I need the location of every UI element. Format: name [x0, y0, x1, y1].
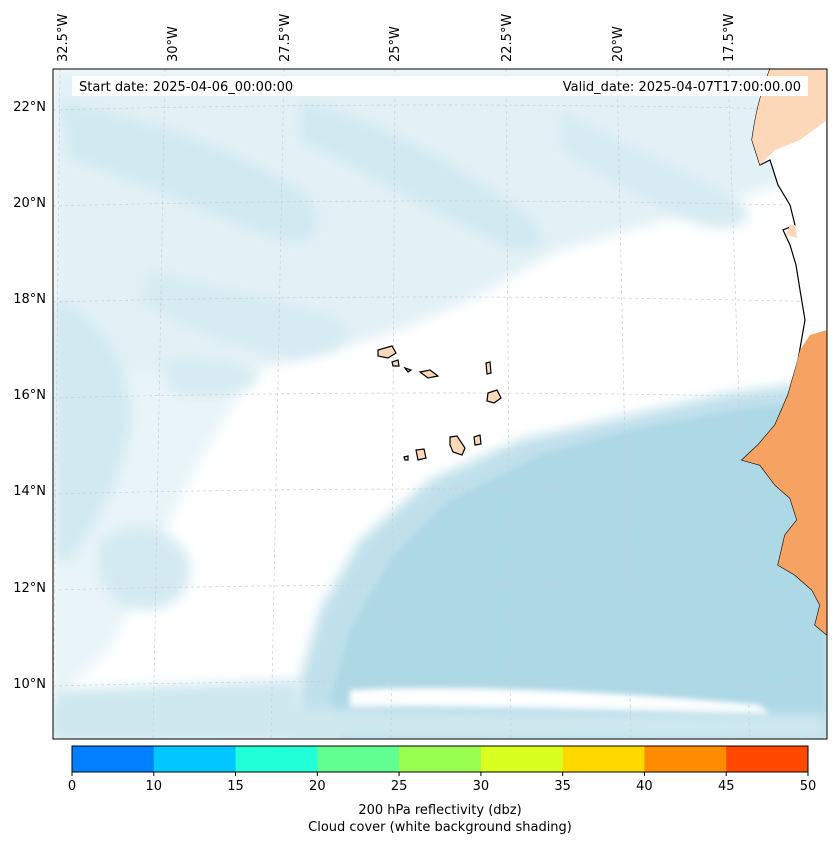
graticule [53, 69, 827, 739]
cape-verde-islands [377, 345, 502, 461]
colorbar-frame [71, 745, 809, 773]
colorbar-tick-label: 0 [68, 779, 76, 794]
colorbar-tick-label: 10 [146, 779, 163, 794]
colorbar-tick-label: 15 [227, 779, 244, 794]
santo-antao-island [377, 345, 397, 359]
start-date-label: Start date: 2025-04-06_00:00:00 [79, 80, 293, 95]
colorbar-segment [644, 746, 727, 772]
colorbar-segment [153, 746, 236, 772]
colorbar-segment [399, 746, 482, 772]
colorbar-tick-label: 25 [391, 779, 408, 794]
lon-label: 27.5°W [278, 14, 293, 62]
lat-label: 20°N [13, 196, 46, 211]
colorbar-segment [726, 746, 809, 772]
lat-label: 18°N [13, 292, 46, 307]
lat-label: 12°N [13, 581, 46, 596]
colorbar-segment [480, 746, 563, 772]
colorbar-ticks: 0 10 15 20 25 30 35 40 45 50 [68, 772, 816, 794]
colorbar-tick-label: 45 [718, 779, 735, 794]
sao-nicolau-island [418, 369, 440, 379]
colorbar-tick-label: 50 [800, 779, 817, 794]
colorbar-segments [72, 746, 809, 772]
sal-island [485, 361, 492, 375]
sao-vicente-island [391, 359, 400, 367]
senegal-land [742, 330, 827, 635]
colorbar-label: 200 hPa reflectivity (dbz) [358, 803, 521, 818]
colorbar-segment [72, 746, 155, 772]
date-header-box [72, 76, 808, 96]
lat-label: 10°N [13, 677, 46, 692]
lon-label: 20°W [611, 26, 626, 62]
lon-label: 25°W [388, 26, 403, 62]
brava-island [403, 455, 409, 461]
colorbar-segment [235, 746, 318, 772]
colorbar-segment [317, 746, 400, 772]
lon-label: 32.5°W [56, 14, 71, 62]
boa-vista-island [486, 389, 502, 404]
colorbar-tick-label: 20 [309, 779, 326, 794]
santa-luzia-island [403, 366, 413, 373]
cloud-cover-layer [53, 69, 827, 739]
valid-date-label: Valid_date: 2025-04-07T17:00:00.00 [563, 80, 801, 95]
lat-label: 22°N [13, 100, 46, 115]
longitude-labels: 32.5°W 30°W 27.5°W 25°W 22.5°W 20°W 17.5… [56, 14, 737, 62]
latitude-labels: 22°N 20°N 18°N 16°N 14°N 12°N 10°N [13, 100, 46, 692]
lat-label: 16°N [13, 388, 46, 403]
colorbar-tick-label: 30 [473, 779, 490, 794]
lon-label: 30°W [166, 26, 181, 62]
colorbar-tick-label: 40 [636, 779, 653, 794]
colorbar-segment [562, 746, 645, 772]
map-frame [52, 68, 828, 740]
santiago-island [449, 435, 466, 456]
lon-label: 17.5°W [722, 14, 737, 62]
lat-label: 14°N [13, 484, 46, 499]
colorbar: 0 10 15 20 25 30 35 40 45 50 200 hPa reflectivity… [68, 745, 816, 835]
fogo-island [415, 448, 427, 461]
colorbar-tick-label: 35 [554, 779, 571, 794]
lon-label: 22.5°W [500, 14, 515, 62]
maio-island [473, 434, 482, 446]
colorbar-sublabel: Cloud cover (white background shading) [308, 820, 572, 835]
